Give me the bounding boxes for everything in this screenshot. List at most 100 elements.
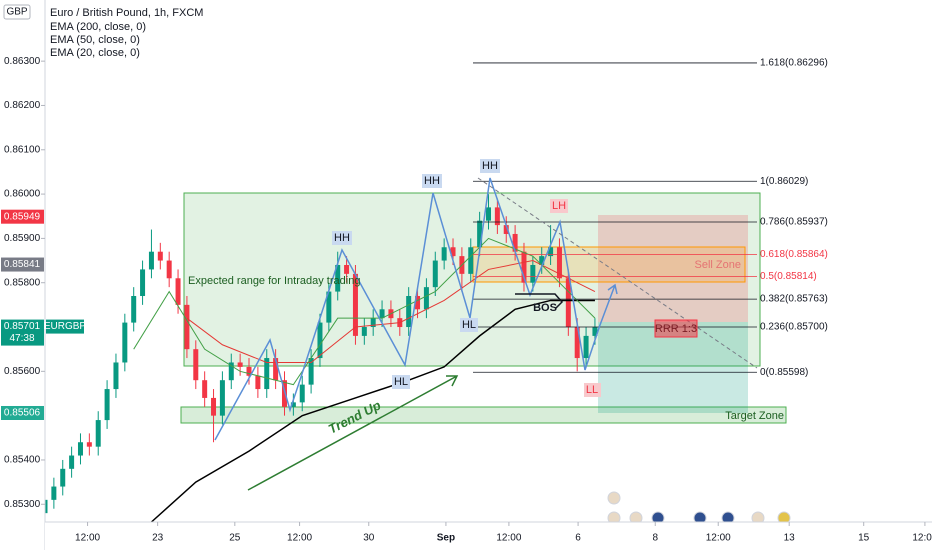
price-tag — [1, 319, 44, 346]
symbol-tag-label: EURGBP — [44, 321, 87, 332]
candle-body — [255, 375, 261, 390]
y-tick-label: 0.86100 — [4, 144, 41, 155]
candle-body — [503, 225, 509, 234]
countdown: 47:38 — [9, 333, 34, 344]
event-icons — [607, 491, 791, 525]
candle-body — [379, 309, 385, 319]
x-tick-label: 12:00 — [706, 533, 731, 544]
legend-entry: EMA (50, close, 0) — [50, 34, 140, 46]
ll-label: LL — [586, 384, 598, 396]
fib-label: 0(0.85598) — [760, 367, 808, 378]
candle-body — [219, 380, 225, 416]
y-tick-label: 0.85900 — [4, 233, 41, 244]
trend-line — [477, 177, 758, 369]
sell-zone-label: Sell Zone — [695, 259, 741, 271]
candle-body — [299, 384, 305, 403]
hl-label: HL — [462, 319, 476, 331]
candle-body — [86, 442, 92, 447]
legend-entry: EMA (20, close, 0) — [50, 47, 140, 59]
hh-label: HH — [424, 175, 440, 187]
y-tick-label: 0.85400 — [4, 455, 41, 466]
candle-body — [486, 207, 491, 221]
candle-body — [326, 291, 332, 323]
candle-body — [95, 420, 101, 447]
hh-label: HH — [482, 160, 498, 172]
x-tick-label: 12:00 — [287, 533, 312, 544]
candle-body — [193, 349, 199, 381]
candle-body — [539, 256, 545, 265]
x-tick-label: 12:00 — [912, 533, 932, 544]
candle-body — [281, 380, 287, 407]
candle-body — [335, 264, 341, 292]
candle-body — [548, 247, 554, 257]
y-tick-label: 0.85600 — [4, 366, 41, 377]
candle-body — [113, 362, 119, 390]
candle-body — [344, 264, 350, 274]
candle-body — [423, 287, 429, 310]
candle-body — [175, 278, 181, 305]
candle-body — [556, 247, 562, 279]
candle-body — [184, 304, 190, 350]
fib-label: 0.382(0.85763) — [760, 294, 828, 305]
price-tag — [1, 209, 44, 224]
candle-body — [450, 247, 456, 257]
y-tick-label: 0.85300 — [4, 499, 41, 510]
axes: 0.85300 0.85400 0.85600 0.85800 0.85900 0.860… — [1, 56, 932, 544]
price-tag-label: 0.85841 — [4, 259, 41, 270]
fib-label: 0.618(0.85864) — [760, 249, 828, 260]
y-tick-label: 0.85800 — [4, 277, 41, 288]
currency: GBP — [6, 7, 27, 18]
price-tag-label: 0.85701 — [4, 321, 41, 332]
candle-body — [477, 220, 483, 248]
x-tick-label: 30 — [363, 533, 375, 544]
y-tick-label: 0.86000 — [4, 189, 41, 200]
candle-body — [228, 362, 234, 381]
candle-body — [60, 468, 66, 487]
y-tick-label: 0.86200 — [4, 100, 41, 111]
candle-body — [415, 296, 421, 310]
candle-body — [406, 296, 412, 328]
candle-body — [104, 389, 110, 421]
price-tag-label: 0.85506 — [4, 408, 41, 419]
candle-body — [122, 322, 128, 363]
fib-label: 0.5(0.85814) — [760, 271, 817, 282]
target-zone-box — [180, 406, 787, 424]
candle-body — [148, 251, 154, 270]
candle-body — [131, 296, 137, 323]
label-bg — [332, 231, 352, 245]
fib-label: 0.786(0.85937) — [760, 217, 828, 228]
candle-body — [157, 251, 163, 261]
legend-entry: EMA (200, close, 0) — [50, 21, 146, 33]
event-icon[interactable] — [607, 491, 621, 505]
x-tick-label: 23 — [152, 533, 164, 544]
price-tag — [1, 405, 44, 420]
candle-body — [211, 397, 217, 416]
fib-label: 0.236(0.85700) — [760, 322, 828, 333]
candle-body — [583, 335, 589, 359]
candle-body — [370, 318, 376, 328]
candle-body — [352, 273, 358, 336]
y-tick-label: 0.86300 — [4, 56, 41, 67]
x-tick-label: 8 — [652, 533, 658, 544]
fib-label: 1.618(0.86296) — [760, 58, 828, 69]
ema-line — [186, 260, 596, 363]
price-tag-label: 0.85949 — [4, 211, 41, 222]
label-bg — [392, 375, 410, 389]
symbol-tag — [46, 319, 84, 334]
target-zone-label: Target Zone — [725, 410, 784, 422]
candle-body — [77, 442, 83, 456]
candle-body — [140, 269, 146, 297]
x-tick-label: 15 — [858, 533, 870, 544]
candle-body — [202, 380, 208, 398]
candle-body — [246, 366, 252, 376]
hl-label: HL — [394, 376, 408, 388]
candle-body — [290, 402, 296, 407]
bos-arrow — [515, 293, 564, 309]
label-bg — [550, 199, 568, 213]
range-label: Expected range for Intraday trading — [188, 275, 360, 287]
zigzag — [214, 177, 601, 441]
candle-body — [69, 455, 75, 469]
candle-body — [166, 260, 172, 279]
candle-body — [494, 207, 500, 226]
